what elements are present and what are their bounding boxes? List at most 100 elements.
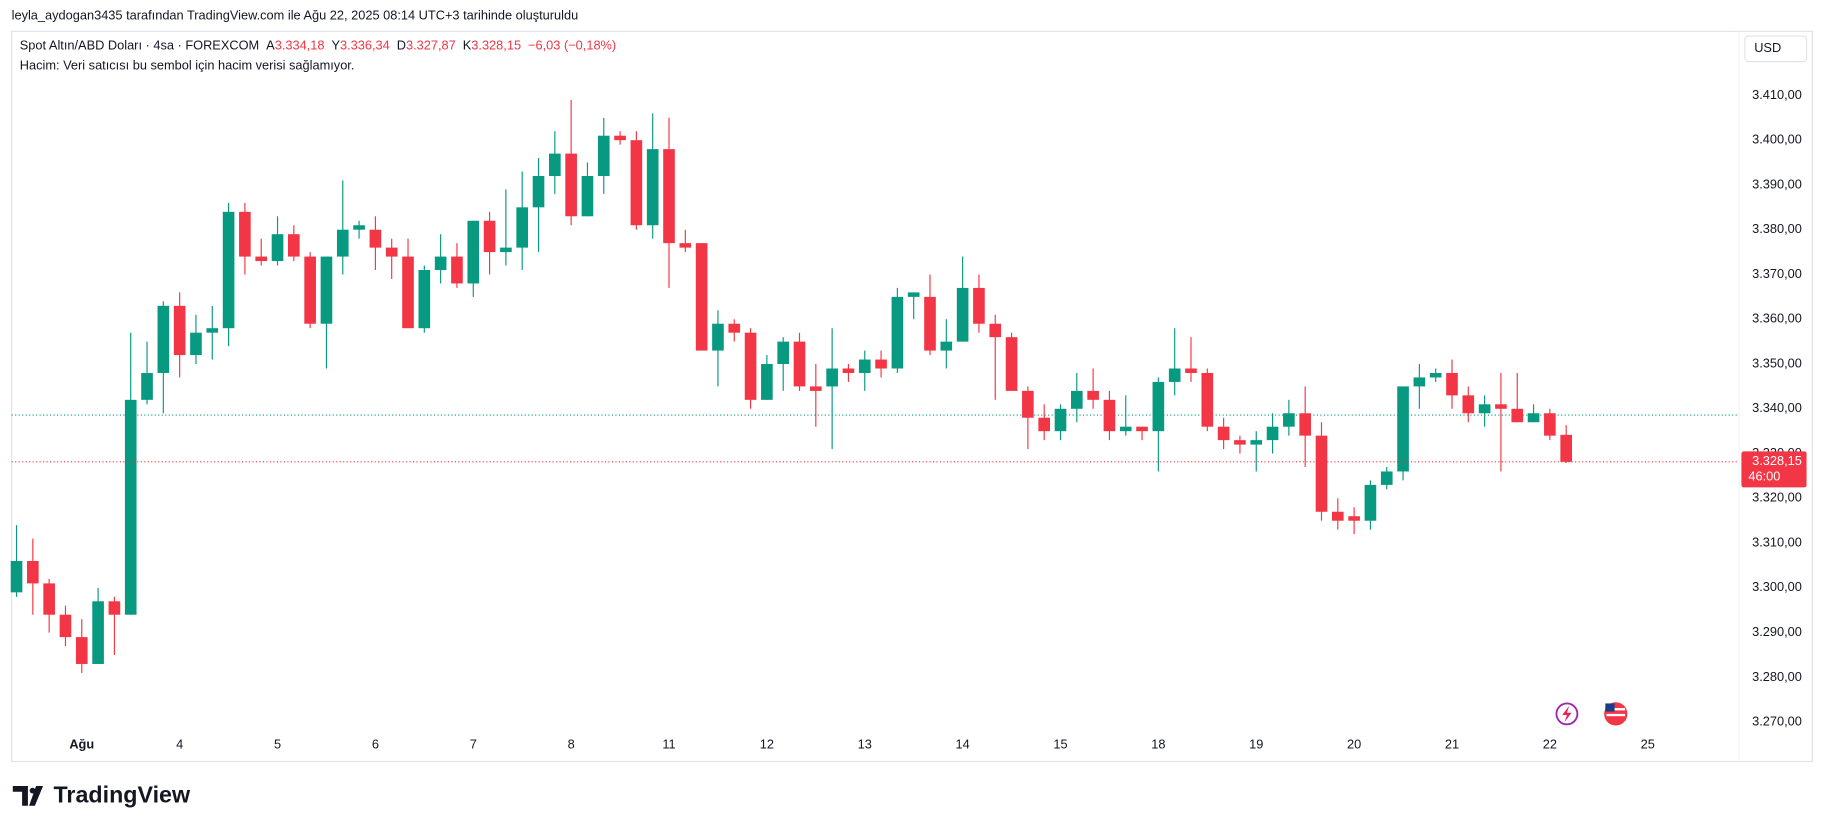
x-tick-label: 7	[470, 737, 477, 752]
candle-body	[973, 287, 985, 324]
y-tick-label: 3.360,00	[1752, 311, 1802, 326]
credit: leyla_aydogan3435 tarafından TradingView…	[12, 8, 579, 23]
candle-body	[1446, 372, 1458, 396]
x-tick-label: 5	[274, 737, 281, 752]
candle-body	[43, 583, 55, 615]
candle-body	[875, 359, 887, 369]
candle-body	[1397, 386, 1409, 472]
candle-body	[891, 296, 904, 369]
symbol-legend: Spot Altın/ABD Doları · 4sa · FOREXCOM A3…	[20, 38, 616, 53]
x-tick-label: 12	[760, 737, 774, 752]
y-tick-label: 3.290,00	[1752, 624, 1802, 639]
candle-body	[1070, 390, 1083, 409]
candle-body	[157, 305, 170, 373]
x-tick-label: 20	[1347, 737, 1361, 752]
candle-body	[1348, 516, 1360, 521]
candle-body	[924, 296, 936, 351]
currency-button[interactable]	[1744, 35, 1808, 63]
flag-stripe[interactable]	[1606, 708, 1626, 711]
candle-body	[1413, 377, 1426, 387]
candle-body	[222, 211, 235, 329]
volume-note: Hacim: Veri satıcısı bu sembol için haci…	[20, 58, 355, 73]
y-tick-label: 3.390,00	[1752, 176, 1802, 191]
candle-body	[1364, 484, 1377, 521]
candle-body	[255, 256, 268, 262]
logo-mark[interactable]	[12, 785, 44, 806]
candle-body	[271, 234, 284, 262]
candle-body	[75, 637, 88, 664]
candle-body	[826, 368, 838, 387]
x-tick-label: 22	[1543, 737, 1557, 752]
candle-body	[369, 229, 382, 248]
candle-body	[402, 256, 414, 329]
candle-body	[336, 229, 349, 257]
ohlc-label: Y	[331, 38, 340, 53]
candle-body	[679, 243, 692, 248]
alert-bolt[interactable]	[1562, 705, 1572, 723]
candle-body	[810, 386, 822, 391]
candle-body	[1168, 368, 1181, 382]
flag-canton[interactable]	[1605, 703, 1615, 712]
currency[interactable]: USD	[1754, 40, 1781, 55]
logo-text[interactable]: TradingView	[54, 782, 191, 808]
ohlc-value: 3.334,18	[275, 38, 325, 53]
candle-body	[1331, 511, 1344, 521]
logo-dot[interactable]	[29, 787, 36, 794]
flag-stripe[interactable]	[1606, 713, 1626, 717]
ohlc-value: 3.327,87	[406, 38, 456, 53]
ohlc-value: 3.336,34	[340, 38, 390, 53]
candle-body	[1201, 372, 1214, 427]
candle-body	[10, 561, 23, 593]
candle-body	[1234, 440, 1246, 445]
candle-body	[1250, 440, 1263, 445]
candle-body	[418, 270, 431, 329]
candle-body	[728, 323, 741, 333]
candle-body	[793, 341, 806, 387]
candle-body	[532, 175, 545, 208]
x-tick-label: Ağu	[69, 737, 94, 752]
x-tick-label: 4	[176, 737, 183, 752]
candle-body	[663, 149, 675, 244]
y-tick-label: 3.400,00	[1752, 132, 1802, 147]
symbol-name: Spot Altın/ABD Doları · 4sa · FOREXCOM	[20, 38, 259, 53]
candle-body	[907, 292, 920, 297]
candle-body	[940, 341, 953, 351]
candle-body	[1136, 426, 1148, 432]
logo[interactable]: TradingView	[12, 782, 191, 808]
x-tick-label: 18	[1151, 737, 1165, 752]
y-tick-label: 3.410,00	[1752, 87, 1802, 102]
candle-body	[744, 332, 757, 400]
y-tick-label: 3.350,00	[1752, 355, 1802, 370]
candle-body	[1283, 413, 1295, 427]
y-tick-label: 3.320,00	[1752, 490, 1802, 505]
candle-body	[190, 332, 202, 356]
alert-icon[interactable]	[1555, 702, 1579, 726]
candle-body	[173, 305, 186, 356]
x-tick-label: 11	[662, 737, 675, 752]
x-tick-label: 19	[1249, 737, 1263, 752]
candle-body	[695, 243, 708, 351]
y-tick-label: 3.280,00	[1752, 669, 1802, 684]
candle-body	[483, 220, 496, 253]
flag-icon[interactable]	[1604, 702, 1628, 726]
candle-body	[1266, 426, 1279, 441]
candle-body	[288, 234, 300, 257]
candle-body	[124, 399, 137, 615]
candle-body	[1054, 408, 1067, 432]
candle-body	[777, 341, 790, 365]
candle-body	[304, 256, 316, 324]
candle-body	[27, 561, 39, 584]
x-tick-label: 25	[1641, 737, 1655, 752]
candle-body	[1560, 434, 1572, 462]
candle-body	[141, 372, 153, 400]
ohlc-label: K	[463, 38, 472, 53]
candle-body	[320, 256, 333, 324]
alert-ring[interactable]	[1555, 702, 1579, 726]
candle-body	[1299, 413, 1311, 436]
candle-body	[761, 364, 773, 400]
candle-body	[467, 220, 480, 284]
candle-body	[1217, 426, 1230, 441]
candle-body	[451, 256, 463, 284]
candle-body	[1119, 426, 1132, 432]
